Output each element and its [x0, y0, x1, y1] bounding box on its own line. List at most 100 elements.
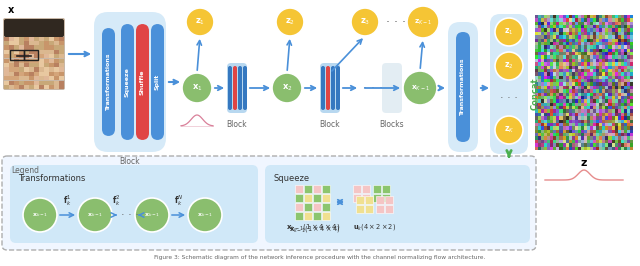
Bar	[34, 37, 39, 41]
Bar	[295, 203, 303, 211]
Bar	[29, 19, 34, 23]
Bar	[4, 76, 9, 81]
Bar	[44, 41, 49, 45]
Bar	[313, 185, 321, 193]
Bar	[14, 76, 19, 81]
Bar	[24, 72, 29, 76]
Bar	[356, 196, 364, 204]
Text: $\mathbf{z}_2$: $\mathbf{z}_2$	[504, 61, 514, 71]
Bar	[24, 59, 29, 63]
Bar	[54, 59, 59, 63]
Bar	[313, 203, 321, 211]
Bar	[19, 72, 24, 76]
Bar	[4, 67, 9, 72]
Bar	[54, 63, 59, 67]
FancyBboxPatch shape	[2, 156, 536, 250]
Bar	[4, 85, 9, 89]
Bar	[9, 37, 14, 41]
Bar	[34, 67, 39, 72]
Bar	[49, 76, 54, 81]
Bar	[49, 85, 54, 89]
Bar	[59, 32, 64, 36]
Bar	[44, 32, 49, 36]
Bar	[29, 85, 34, 89]
Bar	[39, 50, 44, 54]
Bar	[39, 28, 44, 32]
Bar	[59, 76, 64, 81]
FancyBboxPatch shape	[151, 24, 164, 140]
Text: $\mathbf{z}_2$: $\mathbf{z}_2$	[285, 17, 295, 27]
Bar	[54, 72, 59, 76]
Bar	[4, 37, 9, 41]
Ellipse shape	[495, 116, 523, 144]
Bar	[39, 37, 44, 41]
Bar	[49, 81, 54, 85]
Text: Transformations: Transformations	[18, 174, 85, 183]
Bar	[4, 23, 9, 28]
Bar	[356, 205, 364, 213]
Bar	[29, 50, 34, 54]
Text: $\mathbf{x}_{K-1}$: $\mathbf{x}_{K-1}$	[410, 84, 429, 93]
Bar	[49, 28, 54, 32]
Bar	[24, 85, 29, 89]
Bar	[24, 28, 29, 32]
Text: $\mathbf{f}_k^N$: $\mathbf{f}_k^N$	[174, 193, 183, 208]
Bar	[19, 28, 24, 32]
Text: Block: Block	[120, 157, 140, 166]
Bar	[295, 185, 303, 193]
Text: $\mathbf{x}_{k-1}$: $\mathbf{x}_{k-1}$	[32, 211, 48, 219]
Text: $\mathbf{z}_1$: $\mathbf{z}_1$	[195, 17, 205, 27]
Bar	[59, 23, 64, 28]
Bar	[44, 72, 49, 76]
Bar	[44, 28, 49, 32]
Ellipse shape	[276, 8, 304, 36]
Bar	[19, 50, 24, 54]
Bar	[54, 45, 59, 50]
Bar	[4, 50, 9, 54]
Bar	[9, 19, 14, 23]
Ellipse shape	[186, 8, 214, 36]
Bar	[29, 37, 34, 41]
Ellipse shape	[182, 73, 212, 103]
Text: $\mathbf{x}_2$: $\mathbf{x}_2$	[282, 83, 292, 93]
Text: · · ·: · · ·	[121, 210, 139, 220]
FancyBboxPatch shape	[243, 66, 247, 110]
Bar	[54, 28, 59, 32]
Text: Transformations: Transformations	[461, 58, 465, 116]
Bar	[9, 81, 14, 85]
Ellipse shape	[351, 8, 379, 36]
Bar	[10, 50, 24, 60]
Bar	[54, 32, 59, 36]
Bar	[44, 23, 49, 28]
Text: $\mathbf{x}_{k-1}$: $\mathbf{x}_{k-1}$	[144, 211, 160, 219]
Bar	[59, 37, 64, 41]
Text: Shuffle: Shuffle	[140, 69, 145, 95]
Bar	[44, 67, 49, 72]
Bar	[304, 194, 312, 202]
Bar	[44, 19, 49, 23]
Bar	[29, 41, 34, 45]
Bar	[29, 32, 34, 36]
Bar	[362, 194, 370, 202]
Ellipse shape	[188, 198, 222, 232]
Bar	[34, 72, 39, 76]
Bar	[59, 19, 64, 23]
Bar	[14, 45, 19, 50]
Bar	[49, 59, 54, 63]
Bar	[19, 85, 24, 89]
Text: Transformations: Transformations	[106, 53, 111, 111]
FancyBboxPatch shape	[320, 63, 340, 113]
Bar	[49, 50, 54, 54]
Bar	[34, 32, 39, 36]
Bar	[4, 19, 9, 23]
FancyBboxPatch shape	[10, 165, 258, 243]
Bar	[34, 28, 39, 32]
Bar	[19, 32, 24, 36]
Bar	[54, 41, 59, 45]
Bar	[9, 23, 14, 28]
Bar	[4, 54, 9, 59]
Bar	[9, 50, 14, 54]
Text: $\mathbf{x}_1$: $\mathbf{x}_1$	[192, 83, 202, 93]
FancyBboxPatch shape	[336, 66, 340, 110]
Bar	[24, 23, 29, 28]
